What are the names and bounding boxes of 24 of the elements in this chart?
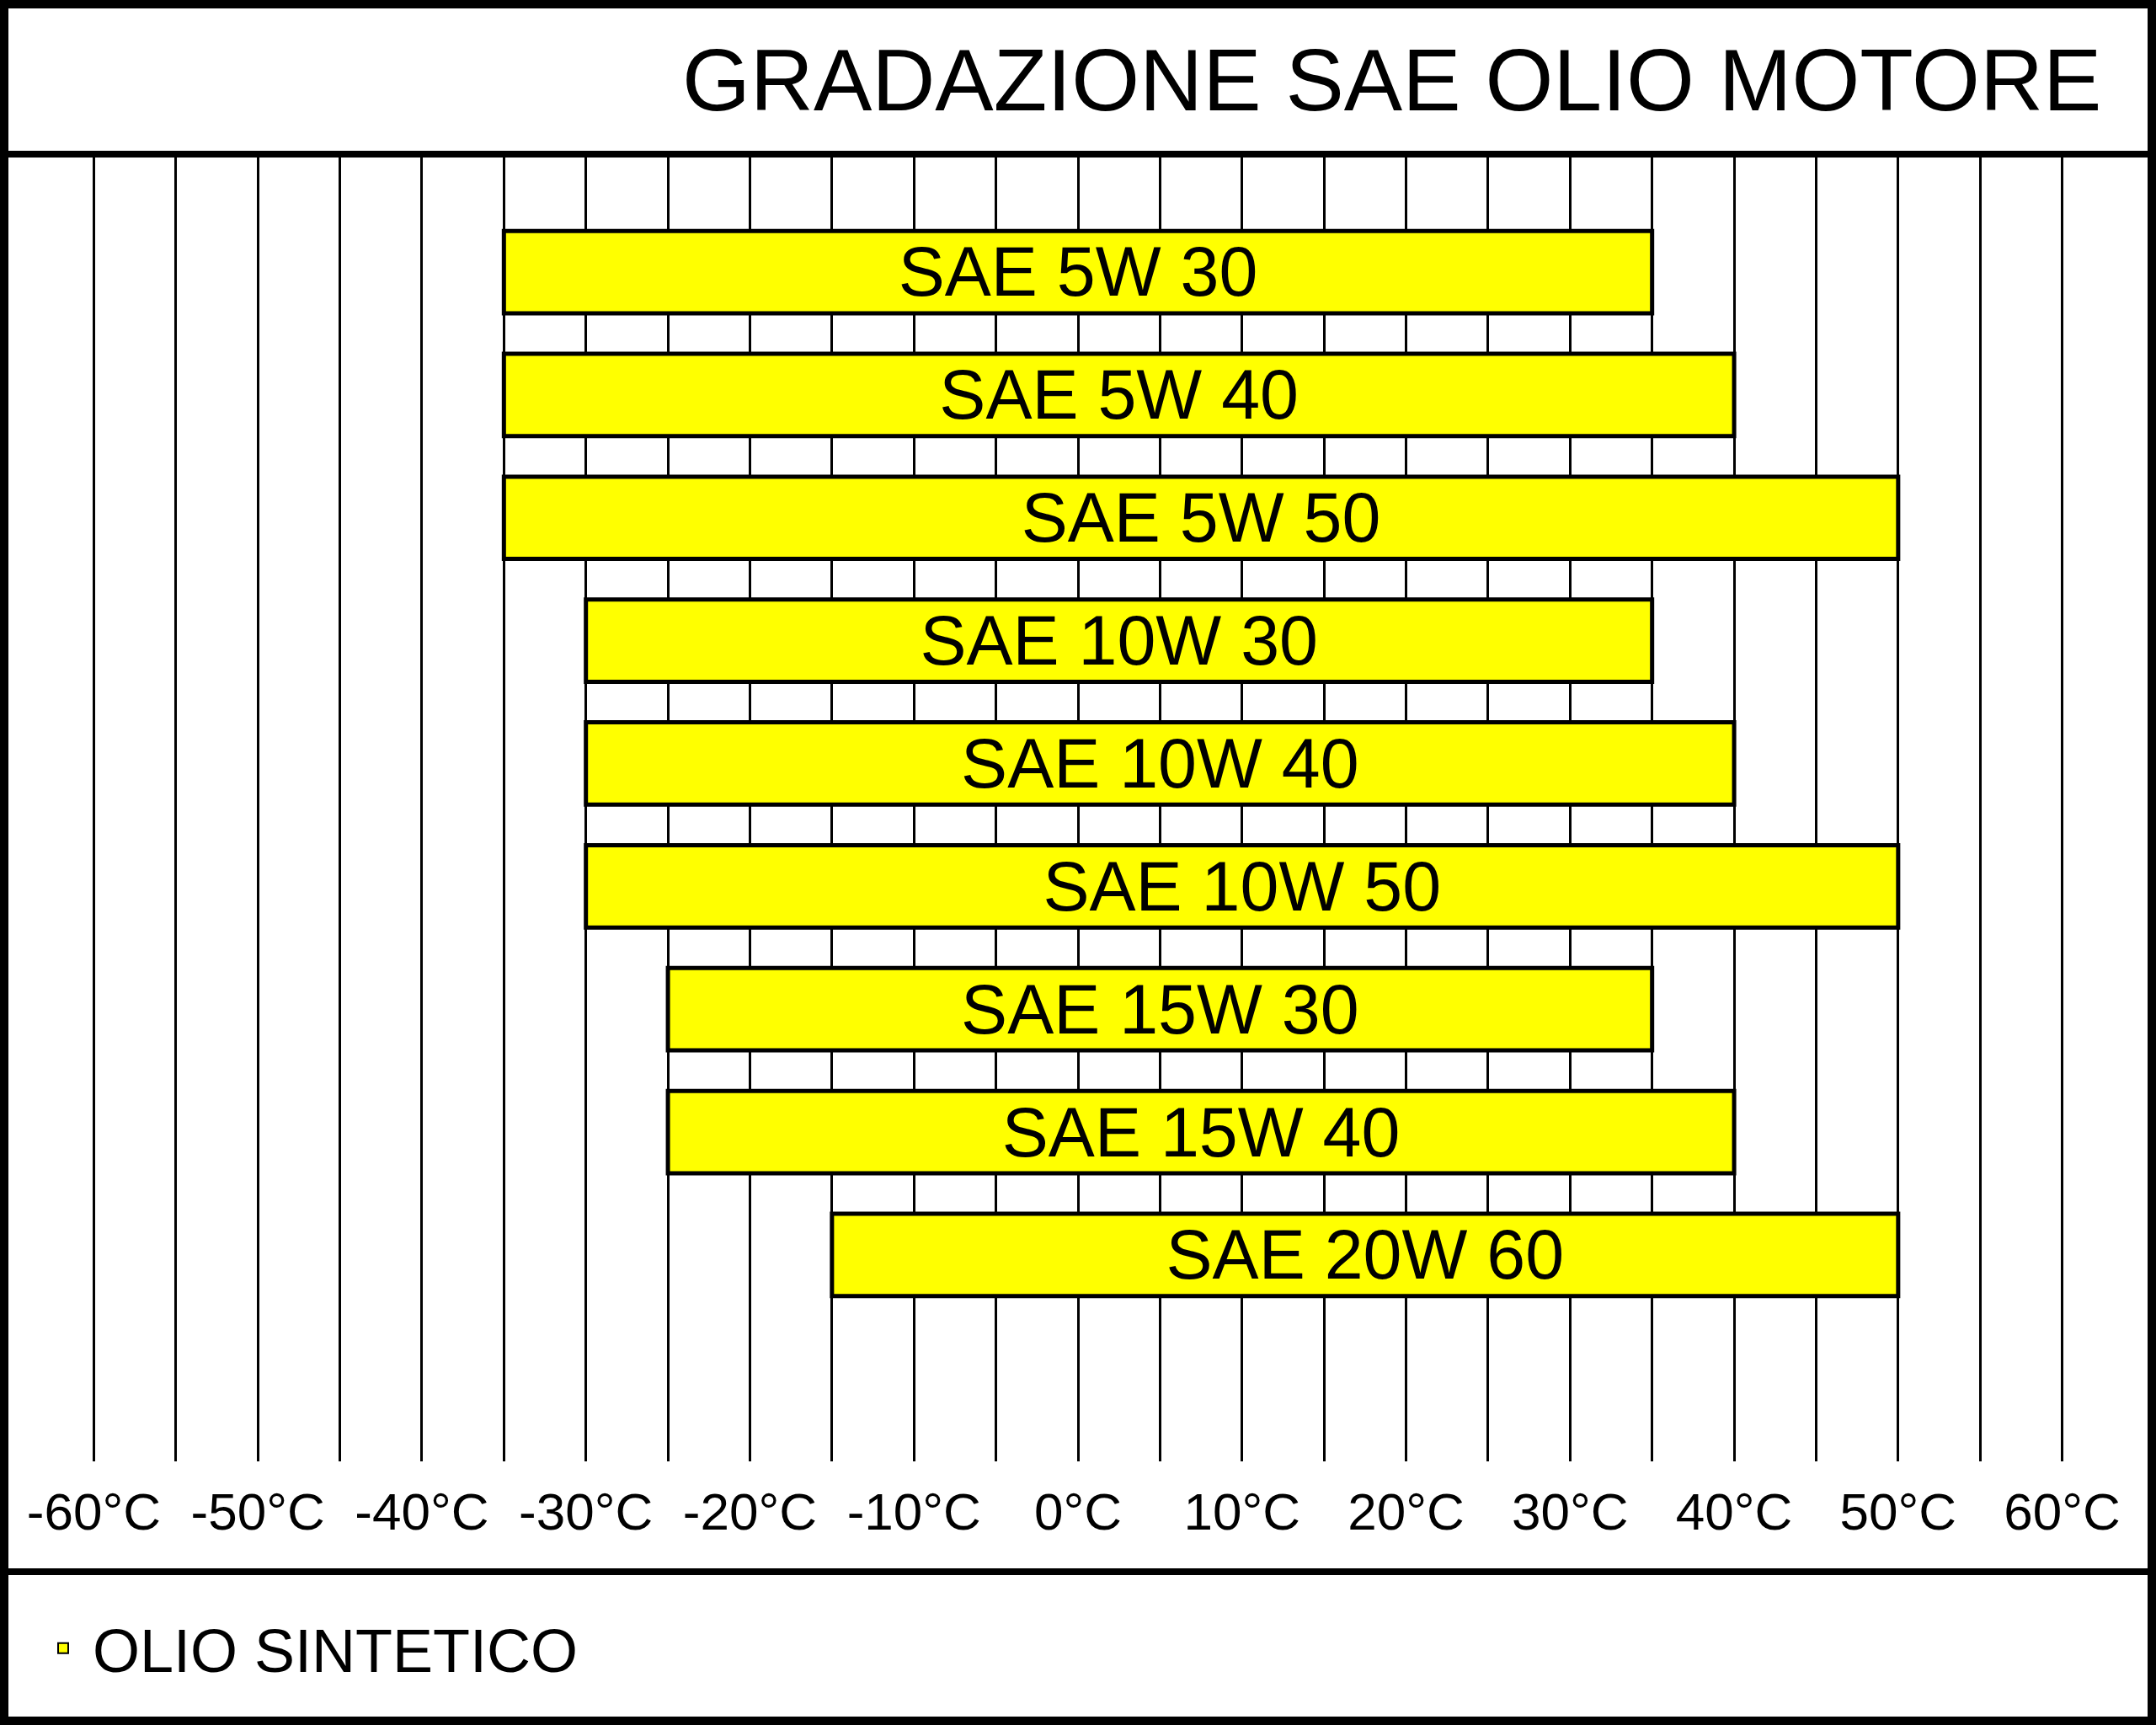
x-tick-label: -30°C [519, 1482, 654, 1541]
y-tick-label: SAE 15W 40 [1001, 1092, 1401, 1171]
legend-label: OLIO SINTETICO [93, 1616, 579, 1685]
y-tick-label: SAE 15W 30 [961, 969, 1359, 1048]
x-tick-label: 0°C [1033, 1482, 1123, 1541]
x-tick-label: -20°C [682, 1482, 818, 1541]
x-tick-label: 50°C [1839, 1482, 1957, 1541]
y-tick-label: SAE 5W 50 [1021, 478, 1381, 557]
x-tick-label: 10°C [1183, 1482, 1301, 1541]
x-tick-label: 60°C [2004, 1482, 2121, 1541]
x-tick-label: -40°C [355, 1482, 489, 1541]
y-tick-label: SAE 10W 30 [920, 601, 1318, 680]
x-tick-label: -10°C [846, 1482, 981, 1541]
x-tick-label: 40°C [1675, 1482, 1793, 1541]
x-tick-label: 30°C [1512, 1482, 1629, 1541]
y-tick-label: SAE 20W 60 [1166, 1215, 1565, 1294]
chart-title: GRADAZIONE SAE OLIO MOTORE [681, 31, 2102, 130]
y-tick-label: SAE 5W 40 [939, 355, 1299, 434]
x-tick-label: -50°C [190, 1482, 325, 1541]
x-tick-label: 20°C [1348, 1482, 1465, 1541]
y-tick-label: SAE 10W 40 [961, 724, 1359, 802]
y-tick-label: SAE 5W 30 [898, 232, 1258, 311]
x-tick-label: -60°C [26, 1482, 161, 1541]
y-tick-label: SAE 10W 50 [1043, 846, 1442, 925]
